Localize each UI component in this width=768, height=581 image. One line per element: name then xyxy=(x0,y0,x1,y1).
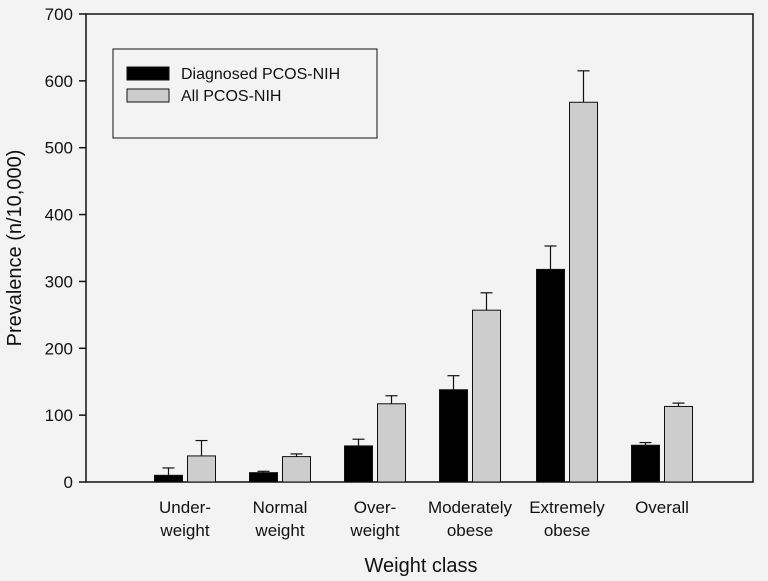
bar-all-2 xyxy=(377,403,406,483)
x-axis-title: Weight class xyxy=(364,555,477,577)
bars xyxy=(154,70,693,483)
x-category-label: Over- xyxy=(354,498,397,517)
x-category-label: obese xyxy=(544,521,590,540)
x-category-label: Extremely xyxy=(529,498,605,517)
bar-diagnosed-5 xyxy=(631,444,660,483)
bar-all-3 xyxy=(472,309,501,483)
y-tick-label: 300 xyxy=(45,272,73,291)
legend-swatch-diagnosed xyxy=(126,66,170,81)
y-tick-label: 500 xyxy=(45,139,73,158)
y-tick-label: 200 xyxy=(45,339,73,358)
x-category-label: weight xyxy=(254,521,304,540)
bar-all-4 xyxy=(569,101,598,483)
legend-swatch-all xyxy=(126,88,170,103)
axes xyxy=(85,13,754,483)
bar-diagnosed-1 xyxy=(249,472,278,483)
x-category-label: Under- xyxy=(159,498,211,517)
y-tick-label: 400 xyxy=(45,206,73,225)
bar-all-1 xyxy=(282,456,311,483)
x-category-label: weight xyxy=(159,521,209,540)
y-axis-title: Prevalence (n/10,000) xyxy=(4,150,26,347)
x-category-label: weight xyxy=(349,521,399,540)
y-tick-label: 600 xyxy=(45,72,73,91)
x-category-label: obese xyxy=(447,521,493,540)
y-axis-ticks: 0 100 200 300 400 500 600 700 xyxy=(45,5,86,492)
bar-diagnosed-3 xyxy=(439,389,468,483)
bar-all-0 xyxy=(187,455,216,483)
x-category-label: Normal xyxy=(253,498,308,517)
bar-diagnosed-2 xyxy=(344,445,373,483)
x-category-label: Moderately xyxy=(428,498,513,517)
bar-diagnosed-4 xyxy=(536,268,565,483)
x-axis-labels: Under-weight Normal weight Over-weight Moder… xyxy=(159,498,689,540)
legend-label-diagnosed: Diagnosed PCOS-NIH xyxy=(181,66,340,83)
y-tick-label: 100 xyxy=(45,406,73,425)
x-category-label: Overall xyxy=(635,498,689,517)
bar-all-5 xyxy=(664,405,693,483)
legend: Diagnosed PCOS-NIH All PCOS-NIH xyxy=(112,48,378,139)
y-tick-label: 700 xyxy=(45,5,73,24)
legend-label-all: All PCOS-NIH xyxy=(181,88,281,105)
plot-frame xyxy=(85,13,754,483)
bar-diagnosed-0 xyxy=(154,474,183,483)
y-tick-label: 0 xyxy=(64,473,73,492)
